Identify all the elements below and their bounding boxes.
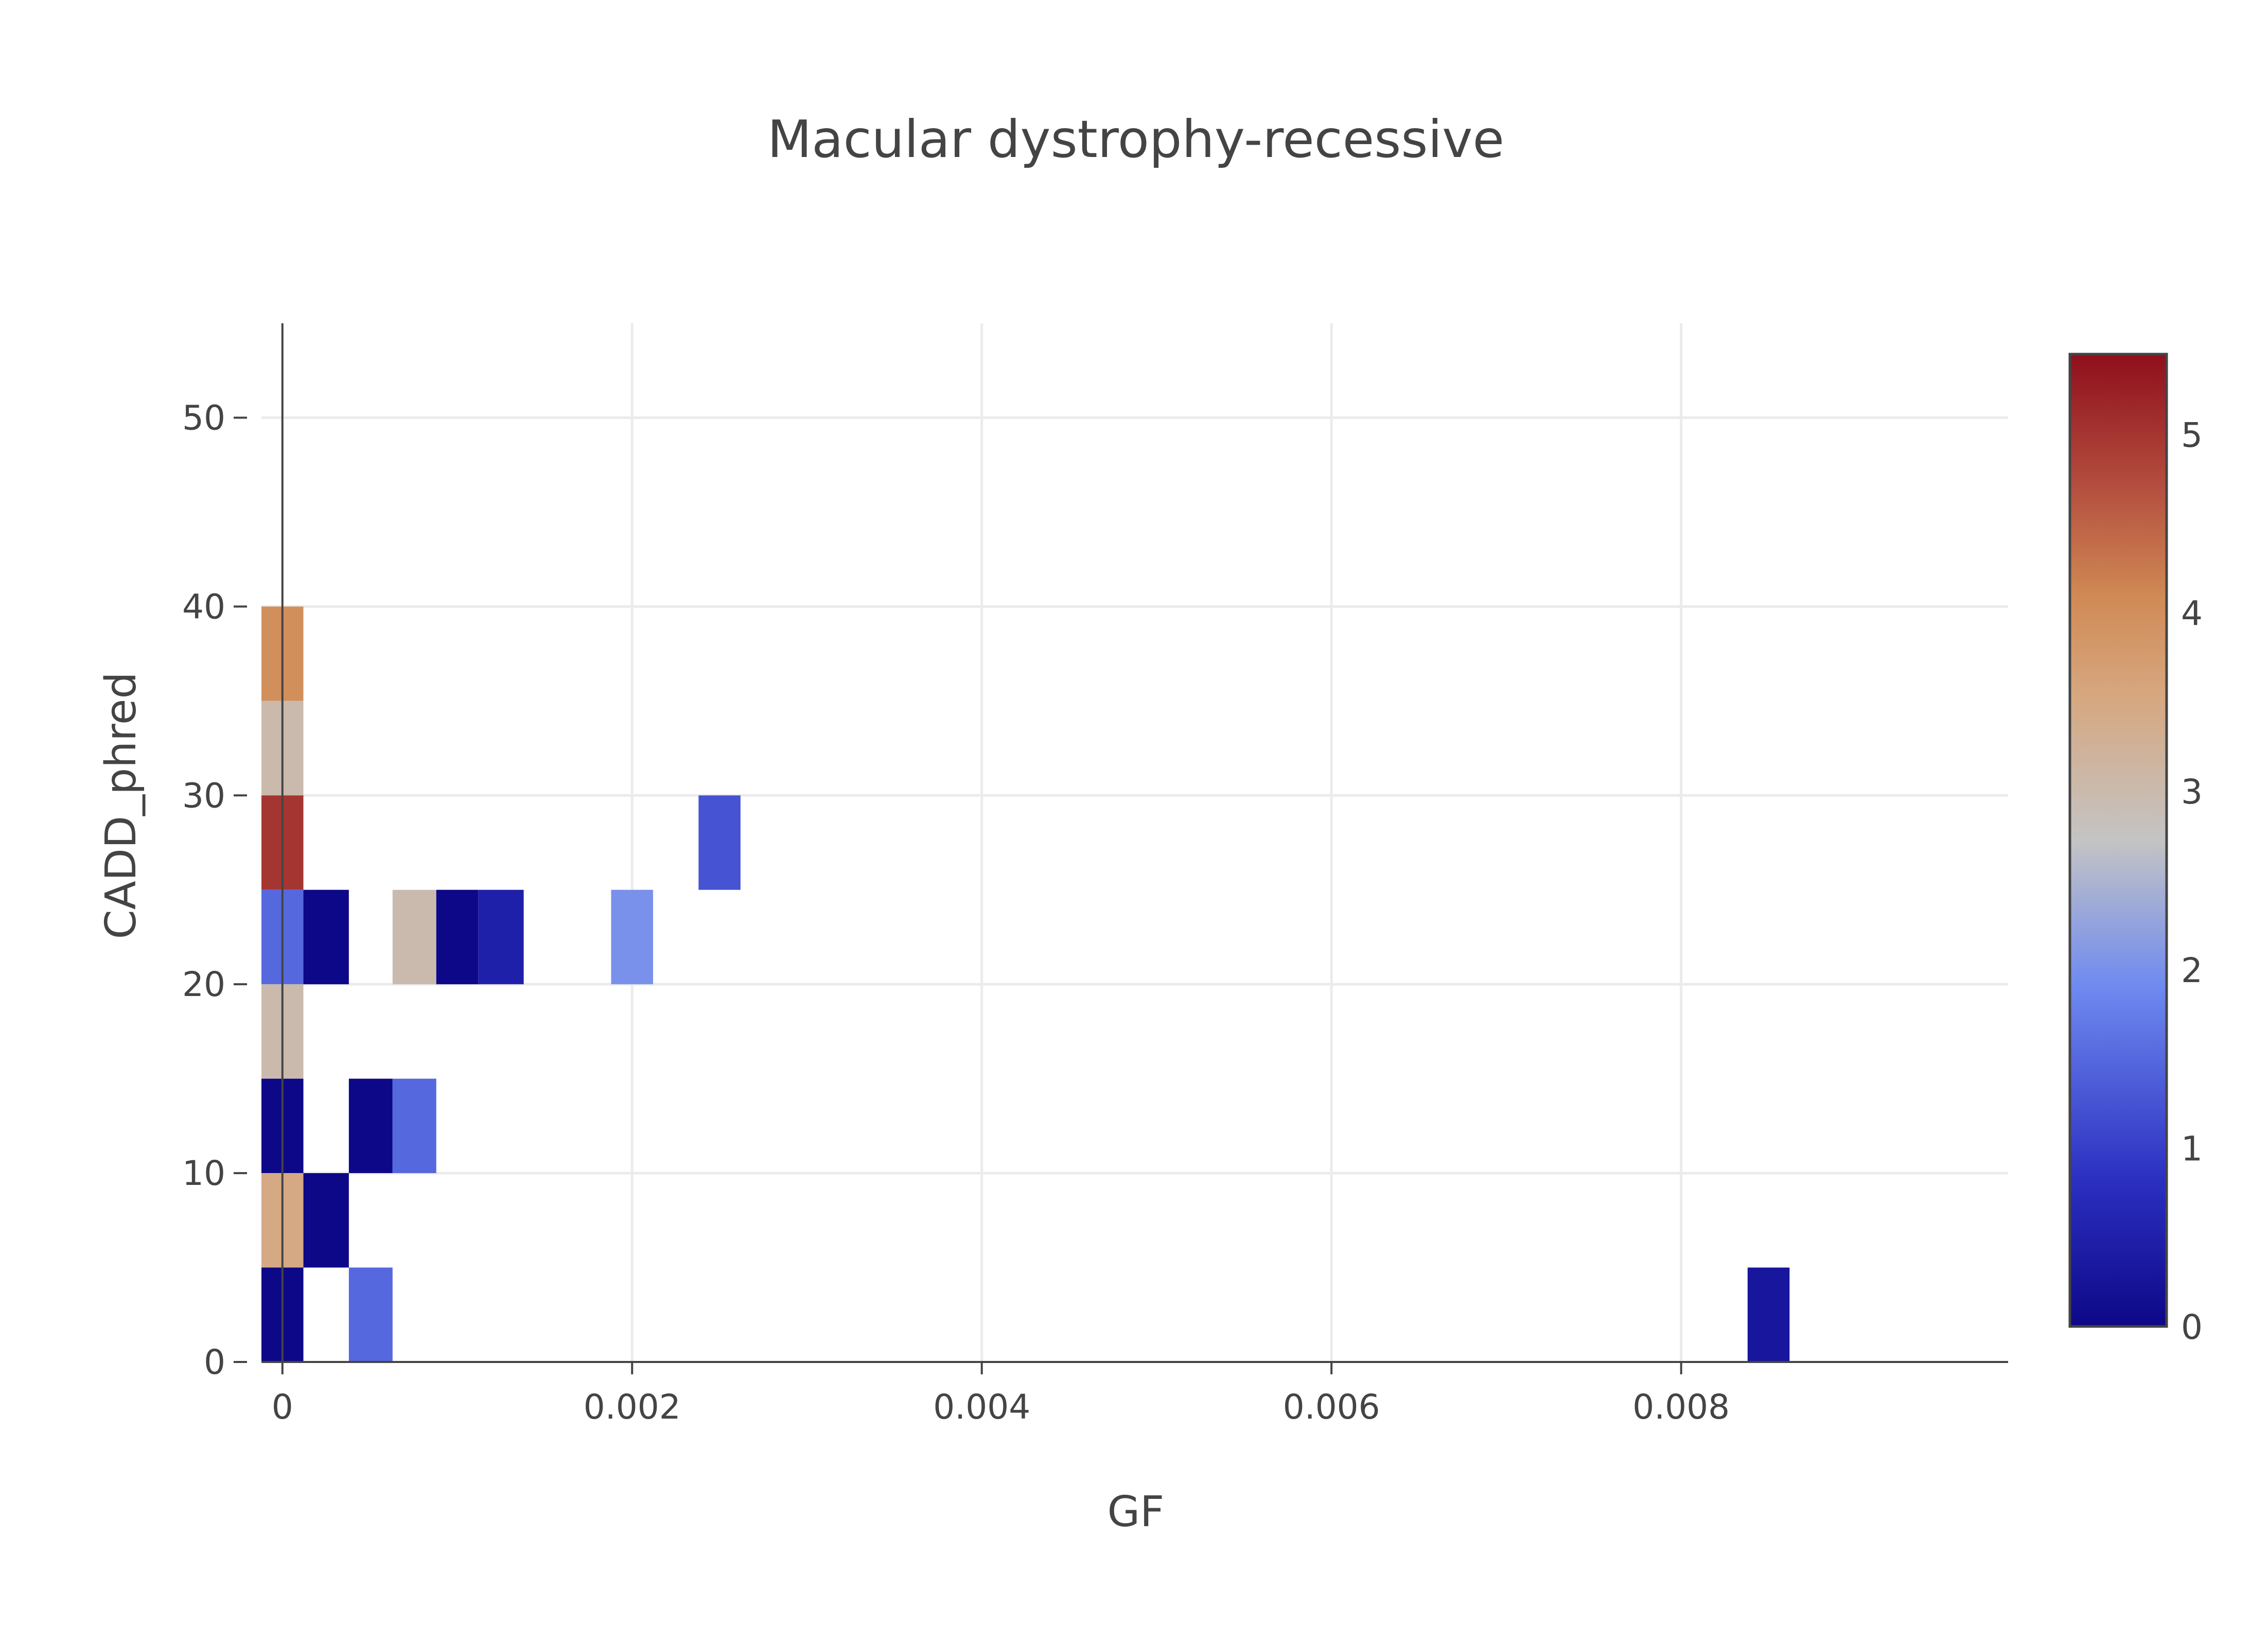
heatmap-cell	[303, 889, 349, 985]
colorbar-tick-label: 0	[2181, 1307, 2203, 1347]
heatmap-cell	[348, 1267, 393, 1362]
colorbar-tick-label: 2	[2181, 951, 2203, 990]
colorbar-gradient	[2068, 353, 2168, 1328]
heatmap-cell	[392, 1078, 436, 1174]
x-axis-ticks: 0 0.002 0.004 0.006 0.008	[272, 1362, 1730, 1427]
x-tick-label: 0	[272, 1387, 293, 1427]
y-tick-label: 10	[182, 1154, 225, 1193]
y-axis-label: CADD_phred	[97, 672, 146, 939]
colorbar-tick-label: 1	[2181, 1129, 2203, 1168]
y-axis-ticks: 0 10 20 30 40 50	[182, 398, 247, 1382]
x-tick-label: 0.002	[584, 1387, 681, 1427]
y-tick-label: 40	[182, 587, 225, 626]
chart-title: Macular dystrophy-recessive	[767, 109, 1504, 169]
colorbar-tick-label: 3	[2181, 772, 2203, 812]
x-tick-label: 0.006	[1283, 1387, 1380, 1427]
colorbar-tick-label: 5	[2181, 415, 2203, 455]
y-tick-label: 20	[182, 965, 225, 1004]
heatmap-cell	[478, 889, 524, 985]
heatmap-cell	[348, 1078, 393, 1174]
x-axis-label: GF	[1107, 1488, 1165, 1536]
y-tick-label: 30	[182, 776, 225, 815]
colorbar-tick-label: 4	[2181, 594, 2203, 634]
heatmap-cell	[611, 889, 654, 985]
x-tick-label: 0.008	[1632, 1387, 1730, 1427]
heatmap-cell	[1747, 1267, 1790, 1362]
colorbar: 0 1 2 3 4 5	[2068, 353, 2203, 1347]
heatmap-cell	[392, 889, 436, 985]
axes	[261, 323, 2008, 1363]
y-tick-label: 50	[182, 398, 225, 438]
heatmap-cell	[698, 795, 741, 890]
heatmap-cell	[303, 1173, 349, 1268]
x-tick-label: 0.004	[933, 1387, 1030, 1427]
y-tick-label: 0	[204, 1342, 225, 1382]
grid-lines	[261, 323, 2008, 1362]
heatmap-cell	[436, 889, 479, 985]
